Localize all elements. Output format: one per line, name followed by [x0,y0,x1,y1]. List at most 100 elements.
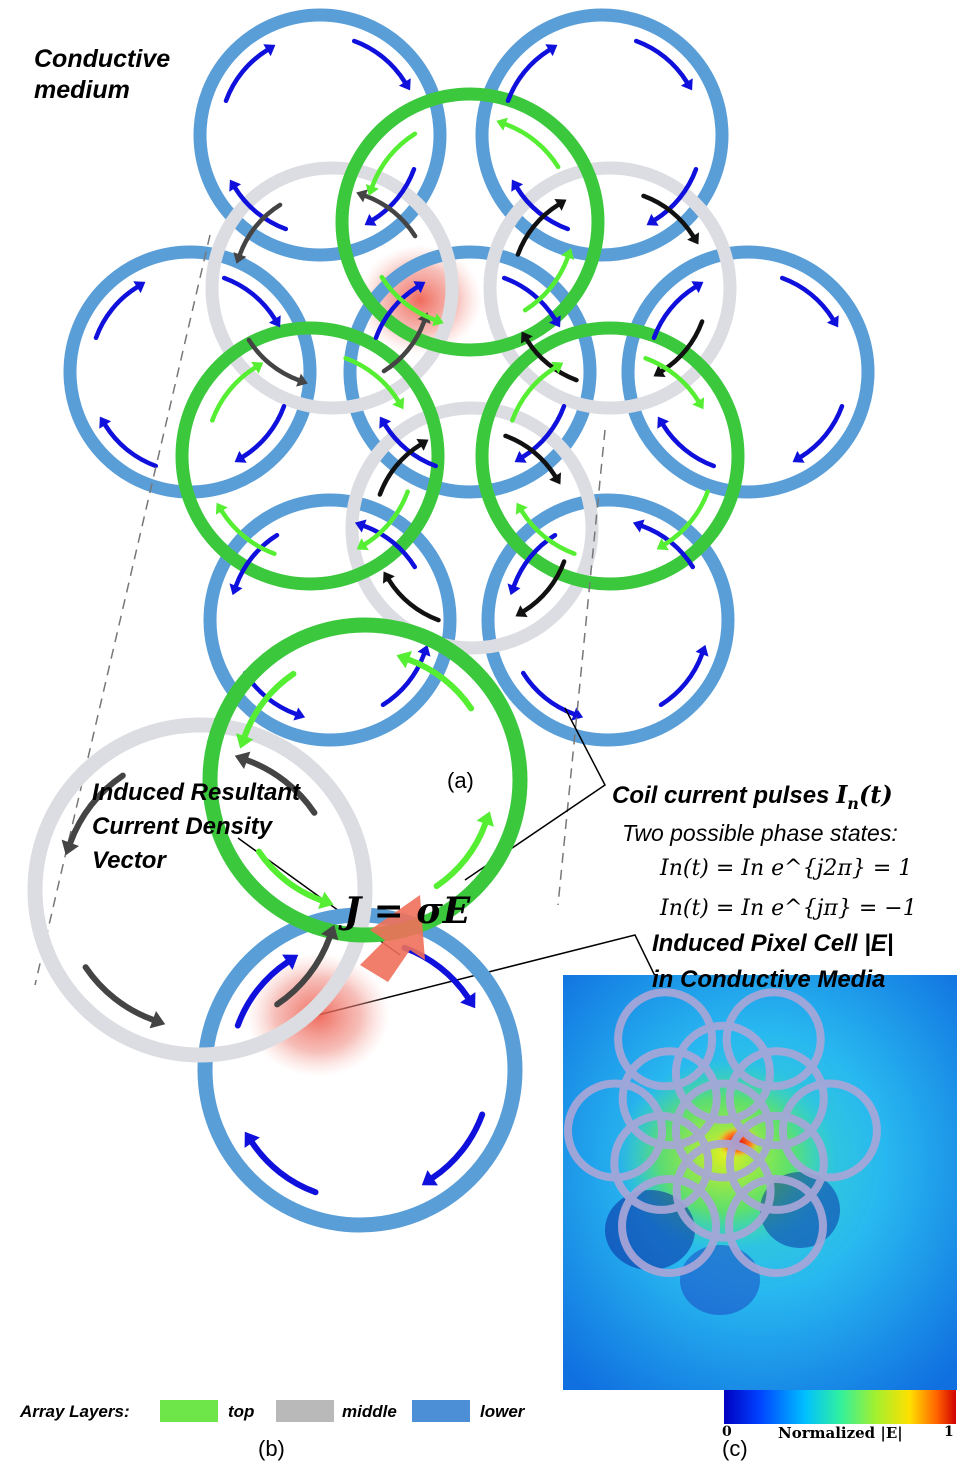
counterclockwise-arrow-icon [511,532,558,589]
pixel-cell-label: Induced Pixel Cell |E| in Conductive Med… [652,926,894,998]
coil-top-2 [175,321,445,591]
arrowhead-icon [545,44,558,57]
coil-lower-6 [203,493,457,747]
current-density-equation: J = σE [344,890,471,932]
arrowhead-icon [792,450,805,463]
colorbar [724,1390,956,1424]
lower-coils-a [63,8,875,747]
induced-current-line3: Vector [92,847,166,874]
zoom-line-right [557,429,606,906]
clockwise-arrow-icon [362,489,410,547]
arrowhead-icon [549,472,561,485]
arrowhead-icon [561,248,575,260]
arrowhead-icon [460,992,476,1009]
arrowhead-icon [244,1131,260,1148]
legend-label-middle: middle [342,1402,397,1421]
arrowhead-icon [396,651,412,669]
arrowhead-icon [476,811,494,827]
clockwise-arrow-icon [93,284,140,341]
clockwise-arrow-icon [219,508,277,556]
clockwise-arrow-icon [232,185,289,232]
clockwise-arrow-icon [234,959,291,1029]
arrowhead-icon [236,733,254,749]
arrowhead-icon [496,117,508,131]
coil-middle-b [27,717,373,1063]
coil-pulses-sub: n [847,793,859,813]
heatmap-coil-2 [722,988,825,1091]
arrowhead-icon [229,583,243,596]
arrowhead-icon [417,644,431,657]
arrowhead-icon [398,78,411,91]
heatmap-coil-11 [671,1021,774,1124]
coil-middle-1 [205,161,459,415]
arrowhead-icon [293,707,306,721]
coil-top-b [202,617,528,943]
current-density-arrow-icon [360,895,425,982]
induced-current-label: Induced Resultant Current Density Vector [92,776,300,878]
arrowhead-icon [233,252,247,264]
counterclockwise-arrow-icon [361,523,418,570]
arrowhead-icon [421,1170,438,1186]
coil-lower-1 [193,8,447,262]
arrowhead-icon [234,751,251,769]
arrowhead-icon [657,416,670,429]
coil-top-3 [475,321,745,591]
clockwise-arrow-icon [641,193,696,239]
phase-equation-1: In(t) = In e^{j2π} = 1 [660,856,913,881]
arrowhead-icon [416,439,429,451]
coil-pulses-label: Coil current pulses In(t) [612,780,893,813]
heatmap-coil-13 [725,1111,828,1214]
legend-label-lower: lower [480,1402,525,1421]
arrowhead-icon [695,644,709,657]
current-arrows-a [93,38,845,721]
clockwise-arrow-icon [510,365,558,423]
arrowhead-icon [392,397,405,410]
arrowhead-icon [511,179,524,192]
arrowhead-icon [826,315,839,328]
heatmap-coil-1 [614,988,717,1091]
induced-current-line1: Induced Resultant [92,779,301,806]
clockwise-arrow-icon [370,166,417,223]
coil-lower-5 [343,245,597,499]
arrowhead-icon [514,450,527,463]
arrowhead-icon [229,179,242,192]
coil-pulses-symbol: I [836,780,848,809]
clockwise-arrow-icon [221,275,278,322]
coil-lower-7 [481,493,735,747]
arrowhead-icon [354,519,367,533]
heatmap-coil-12 [610,1111,713,1214]
panel-b [27,617,528,1233]
counterclockwise-arrow-icon [233,532,280,589]
clockwise-arrow-icon [514,185,571,232]
heatmap-cold-3 [680,1245,760,1315]
counterclockwise-arrow-icon [370,131,418,189]
arrowhead-icon [691,281,704,294]
arrowhead-icon [521,331,533,344]
induced-current-line2: Current Density [92,813,273,840]
counterclockwise-arrow-icon [381,319,427,374]
arrowhead-icon [318,891,334,909]
clockwise-arrow-icon [633,38,690,85]
arrowhead-icon [680,78,693,91]
counterclockwise-arrow-icon [520,670,577,717]
clockwise-arrow-icon [386,577,441,623]
legend-label-top: top [228,1402,255,1421]
coil-lower-3 [63,245,317,499]
arrowhead-icon [379,416,392,429]
arrowhead-icon [356,538,369,551]
clockwise-arrow-icon [798,403,845,460]
panel-c-heatmap [563,975,957,1424]
arrowhead-icon [364,213,377,226]
counterclockwise-arrow-icon [67,772,126,846]
clockwise-arrow-icon [351,38,408,85]
arrowhead-icon [215,502,228,515]
arrowhead-icon [413,281,426,294]
counterclockwise-arrow-icon [246,337,301,383]
coil-pulses-prefix: Coil current pulses [612,782,837,809]
arrowhead-icon [571,707,584,721]
arrowhead-icon [282,954,299,970]
clockwise-arrow-icon [515,202,561,257]
arrowhead-icon [268,315,281,328]
colorbar-max: 1 [944,1424,954,1440]
clockwise-arrow-icon [652,166,699,223]
